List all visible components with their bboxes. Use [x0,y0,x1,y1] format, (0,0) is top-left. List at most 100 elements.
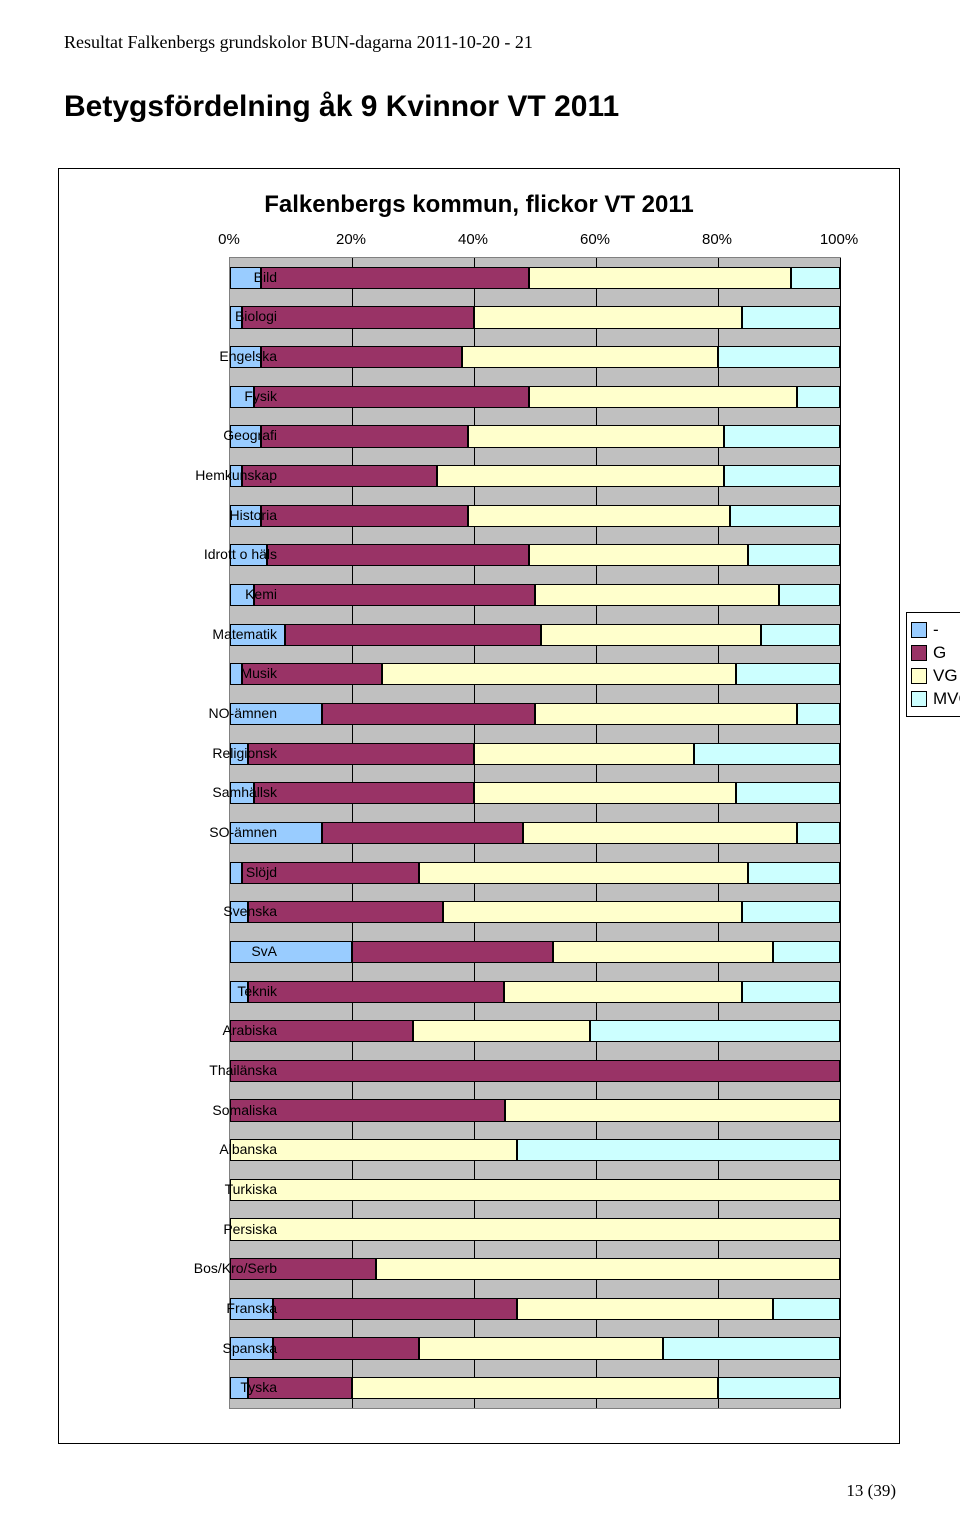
bar-segment-dash [230,862,242,884]
bar-row [230,575,840,615]
bar-segment-MVG [742,901,840,923]
bar-segment-G [248,901,443,923]
plot-area [229,257,841,1409]
stacked-bar [230,941,840,963]
page-number: 13 (39) [846,1481,896,1501]
category-label: Turkiska [225,1181,277,1197]
bar-segment-G [273,1337,419,1359]
legend-swatch [911,691,927,707]
bar-segment-G [248,743,474,765]
bar-row [230,734,840,774]
bar-segment-VG [535,703,797,725]
bar-row [230,417,840,457]
category-label: Thailänska [209,1062,277,1078]
bar-segment-VG [443,901,742,923]
category-label: Bild [254,269,277,285]
bar-segment-VG [504,981,742,1003]
bar-segment-VG [352,1377,718,1399]
bar-segment-MVG [724,465,840,487]
bar-row [230,1368,840,1408]
stacked-bar [230,505,840,527]
stacked-bar [230,425,840,447]
bar-segment-VG [523,822,798,844]
bar-segment-VG [474,306,742,328]
bar-row [230,1170,840,1210]
stacked-bar [230,822,840,844]
bar-segment-VG [230,1218,840,1240]
bar-segment-dash [230,941,352,963]
bar-segment-MVG [791,267,840,289]
bar-segment-VG [419,862,748,884]
bar-segment-G [261,267,529,289]
stacked-bar [230,1060,840,1082]
category-label: Geografi [223,427,277,443]
bar-segment-VG [230,1179,840,1201]
bar-segment-G [352,941,553,963]
bar-segment-VG [529,544,749,566]
stacked-bar [230,267,840,289]
legend-item: - [911,620,960,640]
bar-segment-VG [535,584,779,606]
stacked-bar [230,703,840,725]
stacked-bar [230,1179,840,1201]
legend-swatch [911,645,927,661]
bar-row [230,932,840,972]
stacked-bar [230,862,840,884]
bar-segment-VG [517,1298,773,1320]
bar-row [230,456,840,496]
bar-segment-VG [462,346,718,368]
bar-segment-MVG [718,1377,840,1399]
bar-row [230,1051,840,1091]
stacked-bar [230,544,840,566]
stacked-bar [230,1218,840,1240]
bar-segment-VG [419,1337,663,1359]
category-label: Idrott o häls [204,546,277,562]
bar-segment-MVG [517,1139,840,1161]
bar-row [230,655,840,695]
bar-segment-MVG [742,306,840,328]
chart-container: Falkenbergs kommun, flickor VT 2011 0%20… [58,168,900,1444]
bar-segment-MVG [779,584,840,606]
bar-row [230,1289,840,1329]
bar-segment-G [273,1298,517,1320]
bar-segment-MVG [748,862,840,884]
stacked-bar [230,1337,840,1359]
bar-segment-VG [541,624,761,646]
bar-segment-MVG [797,703,840,725]
bar-row [230,892,840,932]
bar-segment-MVG [748,544,840,566]
bar-row [230,298,840,338]
bar-segment-G [267,544,529,566]
bar-segment-MVG [694,743,840,765]
bar-segment-MVG [773,1298,840,1320]
bar-row [230,258,840,298]
legend-item: VG [911,666,960,686]
legend-swatch [911,668,927,684]
page-header: Resultat Falkenbergs grundskolor BUN-dag… [64,32,533,53]
x-tick-label: 80% [702,231,732,248]
bar-row [230,694,840,734]
bar-segment-MVG [773,941,840,963]
legend-label: MVG [933,689,960,709]
bar-segment-VG [474,782,736,804]
category-label: NO-ämnen [209,705,277,721]
category-label: Albanska [219,1141,277,1157]
category-label: Bos/Kro/Serb [194,1260,277,1276]
category-label: SvA [251,943,277,959]
bar-row [230,536,840,576]
bar-segment-MVG [797,822,840,844]
bar-segment-MVG [742,981,840,1003]
bar-segment-G [254,584,535,606]
legend-label: - [933,620,939,640]
bar-segment-MVG [730,505,840,527]
stacked-bar [230,901,840,923]
bar-row [230,1011,840,1051]
stacked-bar [230,386,840,408]
bar-row [230,377,840,417]
stacked-bar [230,981,840,1003]
category-label: Samhällsk [212,784,277,800]
bar-row [230,1249,840,1289]
category-label: Slöjd [246,864,277,880]
bar-segment-G [230,1060,840,1082]
bar-segment-G [254,386,529,408]
